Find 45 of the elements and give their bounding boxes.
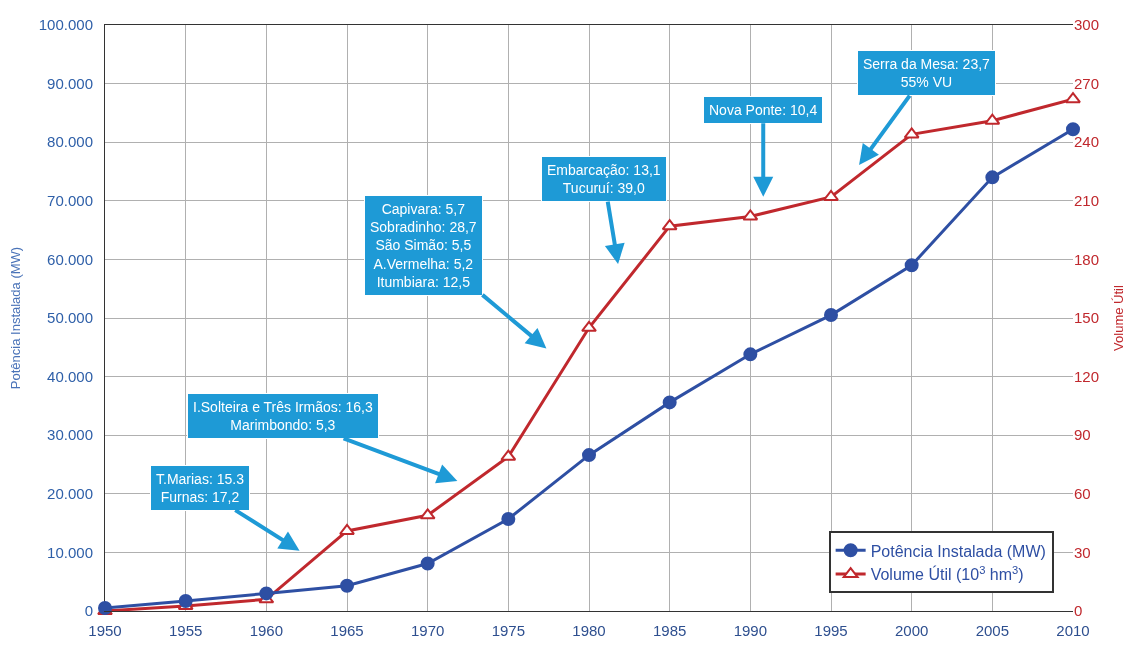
y2-tick-label: 30: [1074, 543, 1091, 561]
y-tick-label: 10.000: [47, 543, 93, 561]
annotation: Serra da Mesa: 23,7 55% VU: [863, 56, 991, 91]
x-tick-label: 1970: [410, 622, 445, 639]
y-tick-label: 0: [84, 602, 93, 620]
x-tick-label: 1990: [733, 622, 768, 639]
annotation: Embarcação: 13,1 Tucuruí: 39,0: [547, 162, 661, 197]
x-tick-label: 1950: [88, 622, 122, 639]
legend-label: Potência Instalada (MW): [870, 542, 1046, 560]
y2-tick-label: 150: [1074, 309, 1100, 327]
y-axis-title: Potência Instalada (MW): [7, 246, 23, 390]
y2-tick-label: 120: [1074, 367, 1100, 385]
y-tick-label: 50.000: [47, 309, 93, 327]
x-tick-label: 1995: [814, 622, 848, 639]
x-tick-label: 1985: [652, 622, 687, 639]
y-tick-label: 70.000: [47, 192, 93, 210]
y-tick-label: 30.000: [47, 426, 93, 444]
annotation: T.Marias: 15.3 Furnas: 17,2: [156, 471, 245, 506]
x-tick-label: 2005: [975, 622, 1010, 639]
y2-tick-label: 300: [1074, 16, 1100, 34]
y2-tick-label: 210: [1074, 192, 1100, 210]
y-tick-label: 90.000: [47, 74, 93, 92]
y-tick-label: 100.000: [38, 16, 93, 34]
y2-tick-label: 60: [1074, 485, 1091, 503]
y-tick-label: 60.000: [47, 250, 93, 268]
y-tick-label: 80.000: [47, 133, 93, 151]
x-tick-label: 1955: [168, 622, 203, 639]
x-tick-label: 2000: [894, 622, 929, 639]
x-tick-label: 1975: [491, 622, 526, 639]
y2-tick-label: 0: [1074, 602, 1083, 620]
legend-label: Volume Útil (10$^{3}$ hm$^{3}$): [870, 563, 1024, 584]
y-tick-label: 40.000: [47, 367, 93, 385]
x-tick-label: 1965: [330, 622, 364, 639]
y2-tick-label: 90: [1074, 426, 1091, 444]
x-tick-label: 1980: [572, 622, 606, 639]
x-tick-label: 1960: [249, 622, 284, 639]
annotation: I.Solteira e Três Irmãos: 16,3 Marimbondo: 5,3: [193, 399, 373, 434]
x-tick-label: 2010: [1056, 622, 1090, 639]
y2-axis-title: Volume Útil: [1110, 285, 1126, 351]
y2-tick-label: 240: [1074, 133, 1100, 151]
y2-tick-label: 180: [1074, 250, 1100, 268]
annotation: Capivara: 5,7 Sobradinho: 28,7 São Simão: 5,5 A.Vermelha: 5,2 Itumbiara: 12,5: [370, 201, 477, 290]
annotation: Nova Ponte: 10,4: [709, 102, 818, 118]
y2-tick-label: 270: [1074, 74, 1100, 92]
y-tick-label: 20.000: [47, 485, 93, 503]
